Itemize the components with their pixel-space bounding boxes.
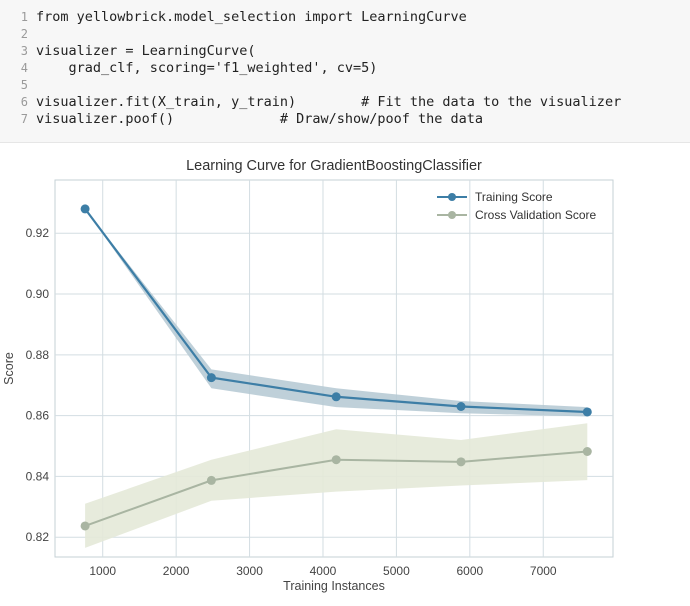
y-tick-label: 0.86 (26, 409, 50, 423)
code-text: visualizer = LearningCurve( (36, 43, 256, 59)
x-tick-label: 3000 (236, 564, 263, 578)
line-number: 6 (20, 95, 28, 109)
chart-title: Learning Curve for GradientBoostingClass… (186, 158, 482, 174)
line-number: 4 (20, 61, 28, 75)
x-tick-label: 6000 (456, 564, 483, 578)
x-axis-label: Training Instances (283, 579, 385, 593)
y-tick-label: 0.82 (26, 530, 50, 544)
x-tick-label: 5000 (383, 564, 410, 578)
legend-marker (448, 193, 456, 201)
code-text: grad_clf, scoring='f1_weighted', cv=5) (36, 60, 378, 76)
y-tick-label: 0.92 (26, 226, 50, 240)
cv-score-point (456, 457, 466, 467)
y-tick-label: 0.90 (26, 287, 50, 301)
cv-score-point (582, 447, 592, 457)
training-score-point (80, 204, 90, 214)
line-number: 1 (20, 10, 28, 24)
x-tick-label: 1000 (89, 564, 116, 578)
cv-score-point (80, 521, 90, 531)
x-tick-label: 4000 (310, 564, 337, 578)
x-tick-label: 7000 (530, 564, 557, 578)
training-score-point (456, 402, 466, 412)
line-number: 7 (20, 112, 28, 126)
cv-score-point (206, 475, 216, 485)
line-number: 2 (20, 27, 28, 41)
y-tick-label: 0.88 (26, 348, 50, 362)
code-text: visualizer.poof() # Draw/show/poof the d… (36, 111, 484, 127)
y-tick-label: 0.84 (26, 469, 50, 483)
legend-label: Training Score (475, 190, 553, 204)
training-score-point (582, 407, 592, 417)
cv-score-band (85, 423, 588, 548)
legend-label: Cross Validation Score (475, 208, 596, 222)
line-number: 3 (20, 44, 28, 58)
line-number: 5 (20, 78, 28, 92)
code-text: from yellowbrick.model_selection import … (36, 9, 467, 25)
code-text: visualizer.fit(X_train, y_train) # Fit t… (36, 94, 622, 110)
code-cell[interactable]: 1 from yellowbrick.model_selection import… (0, 0, 690, 143)
learning-curve-chart: 0.82 0.84 0.86 0.88 0.90 0.92 1000 2000 3000 4000… (2, 158, 614, 593)
x-tick-label: 2000 (163, 564, 190, 578)
training-score-point (206, 373, 216, 383)
output-area: 0.82 0.84 0.86 0.88 0.90 0.92 1000 2000 3000 4000… (0, 150, 690, 602)
y-axis-label: Score (2, 352, 16, 385)
legend-marker (448, 211, 456, 219)
training-score-point (331, 392, 341, 402)
cv-score-point (331, 455, 341, 465)
